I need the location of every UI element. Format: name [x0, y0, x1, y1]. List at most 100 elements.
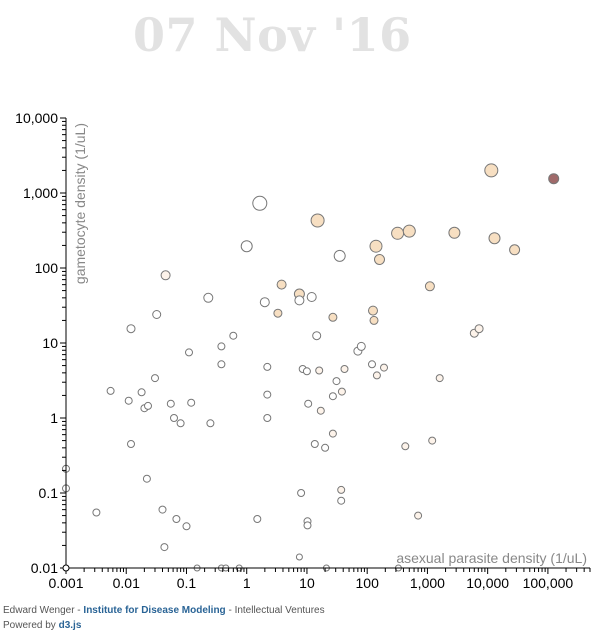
data-point[interactable] — [295, 296, 304, 305]
origin-marker — [63, 565, 69, 571]
data-point[interactable] — [341, 366, 348, 373]
footer-company: Intellectual Ventures — [235, 605, 325, 616]
data-point[interactable] — [425, 282, 434, 291]
x-tick-label: 10 — [299, 575, 315, 591]
data-point[interactable] — [143, 475, 150, 482]
x-tick-label: 0.01 — [113, 575, 140, 591]
data-point[interactable] — [125, 397, 132, 404]
data-point[interactable] — [357, 342, 365, 350]
data-point[interactable] — [305, 400, 312, 407]
data-point[interactable] — [311, 441, 318, 448]
data-point[interactable] — [177, 420, 184, 427]
data-point[interactable] — [369, 361, 376, 368]
data-point[interactable] — [392, 227, 404, 239]
data-point[interactable] — [402, 443, 409, 450]
y-tick-label: 1,000 — [23, 185, 58, 201]
y-axis-label: gametocyte density (1/uL) — [72, 123, 88, 284]
data-point[interactable] — [311, 214, 324, 227]
data-point[interactable] — [436, 375, 443, 382]
data-point[interactable] — [167, 400, 174, 407]
data-point[interactable] — [303, 368, 310, 375]
footer-separator: - — [226, 605, 235, 616]
institute-link[interactable]: Institute for Disease Modeling — [83, 605, 225, 616]
data-point[interactable] — [510, 245, 520, 255]
x-tick-label: 1,000 — [410, 575, 445, 591]
data-point[interactable] — [183, 523, 190, 530]
x-tick-label: 100,000 — [523, 575, 574, 591]
data-point[interactable] — [296, 554, 302, 560]
data-point[interactable] — [370, 316, 378, 324]
data-point[interactable] — [375, 255, 385, 265]
data-point[interactable] — [317, 407, 324, 414]
x-tick-label: 1 — [243, 575, 251, 591]
axes-layer — [66, 118, 590, 568]
data-point[interactable] — [230, 332, 237, 339]
data-point[interactable] — [171, 415, 178, 422]
x-tick-label: 100 — [356, 575, 380, 591]
data-point[interactable] — [475, 325, 483, 333]
data-point[interactable] — [207, 420, 214, 427]
points-layer — [63, 164, 559, 571]
y-tick-label: 10,000 — [15, 110, 58, 126]
y-tick-label: 1 — [50, 410, 58, 426]
data-point[interactable] — [93, 509, 100, 516]
data-point[interactable] — [370, 240, 382, 252]
data-point[interactable] — [264, 391, 271, 398]
data-point[interactable] — [329, 430, 336, 437]
data-point[interactable] — [316, 367, 323, 374]
data-point[interactable] — [161, 544, 168, 551]
data-point[interactable] — [338, 486, 345, 493]
data-point[interactable] — [313, 332, 321, 340]
data-point[interactable] — [254, 516, 261, 523]
y-tick-label: 100 — [35, 260, 59, 276]
data-point[interactable] — [186, 349, 193, 356]
data-point[interactable] — [485, 164, 498, 177]
data-point[interactable] — [159, 506, 166, 513]
data-point[interactable] — [253, 196, 267, 210]
data-point[interactable] — [264, 415, 271, 422]
data-point[interactable] — [145, 402, 152, 409]
data-point[interactable] — [128, 441, 135, 448]
data-point[interactable] — [334, 250, 345, 261]
data-point[interactable] — [369, 306, 378, 315]
data-point[interactable] — [403, 225, 415, 237]
data-point[interactable] — [218, 343, 225, 350]
data-point[interactable] — [241, 241, 252, 252]
data-point[interactable] — [338, 388, 345, 395]
data-point[interactable] — [449, 227, 460, 238]
data-point[interactable] — [188, 399, 195, 406]
data-point[interactable] — [274, 309, 282, 317]
data-point[interactable] — [298, 490, 305, 497]
data-point[interactable] — [329, 393, 336, 400]
data-point[interactable] — [260, 298, 269, 307]
data-point[interactable] — [218, 361, 225, 368]
data-point[interactable] — [277, 280, 286, 289]
data-point[interactable] — [304, 522, 311, 529]
data-point[interactable] — [138, 389, 145, 396]
data-point[interactable] — [127, 325, 135, 333]
data-point[interactable] — [338, 497, 345, 504]
data-point[interactable] — [329, 313, 337, 321]
ticks-layer: 0.001 0.01 0.1 1 10 100 1,000 10,000 100,0000.01… — [15, 110, 590, 591]
data-point[interactable] — [153, 311, 161, 319]
data-point[interactable] — [429, 437, 436, 444]
data-point[interactable] — [107, 387, 114, 394]
x-axis-label: asexual parasite density (1/uL) — [396, 550, 587, 566]
x-tick-label: 0.001 — [48, 575, 83, 591]
data-point[interactable] — [489, 233, 500, 244]
data-point[interactable] — [549, 174, 559, 184]
d3-link[interactable]: d3.js — [59, 620, 82, 631]
data-point[interactable] — [322, 444, 329, 451]
data-point[interactable] — [373, 372, 380, 379]
data-point[interactable] — [264, 363, 271, 370]
data-point[interactable] — [173, 516, 180, 523]
data-point[interactable] — [415, 512, 422, 519]
data-point[interactable] — [307, 293, 316, 302]
data-point[interactable] — [161, 271, 170, 280]
y-tick-label: 0.1 — [39, 485, 59, 501]
data-point[interactable] — [204, 293, 213, 302]
data-point[interactable] — [381, 364, 388, 371]
data-point[interactable] — [333, 378, 340, 385]
data-point[interactable] — [152, 375, 159, 382]
